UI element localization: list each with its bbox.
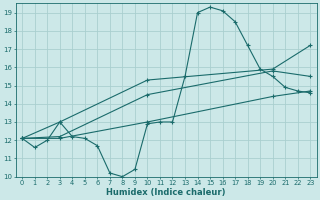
X-axis label: Humidex (Indice chaleur): Humidex (Indice chaleur) (107, 188, 226, 197)
